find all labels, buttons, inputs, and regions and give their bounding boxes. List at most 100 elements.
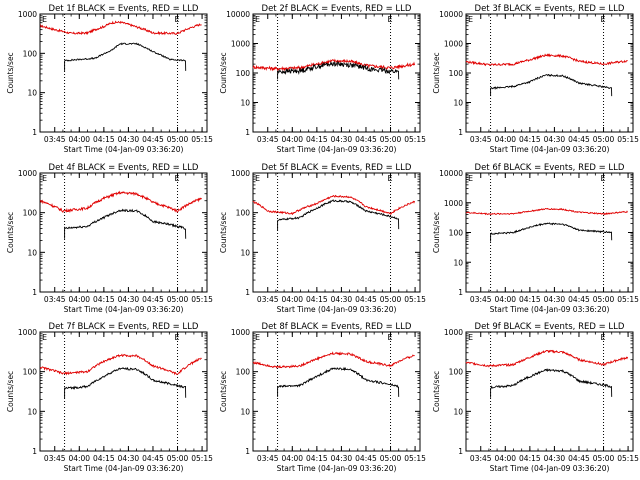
- events-rate-line: [64, 366, 187, 399]
- y-tick-label: 100: [23, 209, 38, 218]
- y-tick-label: 1: [458, 128, 463, 137]
- y-tick-label: 10: [27, 248, 37, 257]
- y-tick-label: 1: [245, 128, 250, 137]
- y-tick-label: 100: [23, 49, 38, 58]
- y-tick-label: 100: [449, 69, 464, 78]
- events-rate-line: [64, 208, 187, 239]
- events-rate-line: [490, 368, 613, 398]
- events-rate-line: [490, 222, 613, 242]
- x-tick-label: 03:45: [257, 135, 279, 144]
- x-axis-label: Start Time (04-Jan-09 03:36:20): [64, 145, 184, 154]
- y-tick-label: 10: [27, 407, 37, 416]
- chart-title: Det 7f BLACK = Events, RED = LLD: [49, 322, 199, 332]
- event-flag: E: [255, 174, 260, 183]
- y-tick-label: 1: [245, 447, 250, 456]
- x-tick-label: 04:00: [68, 454, 90, 463]
- lld-rate-line: [465, 53, 628, 67]
- events-rate-line: [277, 60, 400, 80]
- y-tick-label: 1: [32, 288, 37, 297]
- x-tick-label: 05:15: [617, 135, 639, 144]
- y-tick-label: 1000: [231, 328, 250, 337]
- x-tick-label: 05:15: [617, 454, 639, 463]
- y-tick-label: 100: [236, 209, 251, 218]
- event-flag: E: [42, 15, 47, 24]
- x-tick-label: 04:30: [544, 295, 566, 304]
- x-tick-label: 04:30: [331, 295, 353, 304]
- x-axis-label: Start Time (04-Jan-09 03:36:20): [277, 145, 397, 154]
- event-flag: E: [388, 174, 393, 183]
- chart-title: Det 2f BLACK = Events, RED = LLD: [262, 4, 412, 14]
- y-axis-label: Counts/sec: [432, 212, 441, 253]
- chart-panel-8: Det 8f BLACK = Events, RED = LLD 1 10 100 10…: [219, 322, 426, 473]
- event-flag: E: [388, 333, 393, 342]
- y-tick-label: 100: [236, 368, 251, 377]
- plot-frame: [252, 172, 421, 293]
- y-tick-label: 10: [453, 258, 463, 267]
- chart-panel-6: Det 6f BLACK = Events, RED = LLD 1 10 100 10…: [432, 163, 639, 314]
- y-tick-label: 10: [240, 407, 250, 416]
- x-axis-label: Start Time (04-Jan-09 03:36:20): [277, 464, 397, 473]
- x-axis-label: Start Time (04-Jan-09 03:36:20): [277, 305, 397, 314]
- x-tick-label: 05:15: [191, 295, 213, 304]
- chart-title: Det 8f BLACK = Events, RED = LLD: [262, 322, 412, 332]
- x-tick-label: 03:45: [44, 454, 66, 463]
- x-tick-label: 04:30: [118, 454, 140, 463]
- chart-panel-9: Det 9f BLACK = Events, RED = LLD 1 10 100 10…: [432, 322, 639, 473]
- y-tick-label: 1000: [231, 40, 250, 49]
- x-tick-label: 04:00: [494, 454, 516, 463]
- plot-frame: [39, 172, 208, 293]
- events-rate-line: [490, 73, 613, 97]
- plot-frame: [465, 13, 634, 133]
- y-tick-label: 1: [32, 128, 37, 137]
- x-tick-label: 04:15: [306, 454, 328, 463]
- chart-panel-7: Det 7f BLACK = Events, RED = LLD 1 10 100 10…: [6, 322, 213, 473]
- x-tick-label: 03:45: [470, 454, 492, 463]
- x-tick-label: 05:00: [167, 295, 189, 304]
- event-flag: E: [468, 333, 473, 342]
- x-tick-label: 03:45: [257, 295, 279, 304]
- y-tick-label: 1000: [444, 199, 463, 208]
- x-tick-label: 04:45: [568, 454, 590, 463]
- x-tick-label: 04:45: [142, 295, 164, 304]
- y-tick-label: 1000: [18, 328, 37, 337]
- y-axis-label: Counts/sec: [6, 52, 15, 93]
- y-tick-label: 1: [32, 447, 37, 456]
- x-tick-label: 03:45: [470, 295, 492, 304]
- event-flag: E: [175, 333, 180, 342]
- x-tick-label: 05:00: [593, 135, 615, 144]
- x-tick-label: 04:30: [544, 454, 566, 463]
- x-tick-label: 04:00: [68, 135, 90, 144]
- y-axis-label: Counts/sec: [219, 371, 228, 412]
- event-flag: E: [468, 174, 473, 183]
- x-tick-label: 05:00: [593, 454, 615, 463]
- x-tick-label: 04:00: [281, 295, 303, 304]
- x-tick-label: 04:15: [93, 454, 115, 463]
- chart-title: Det 4f BLACK = Events, RED = LLD: [49, 163, 199, 173]
- y-axis-label: Counts/sec: [6, 371, 15, 412]
- y-tick-label: 1000: [444, 40, 463, 49]
- chart-panel-4: Det 4f BLACK = Events, RED = LLD 1 10 100 10…: [6, 163, 213, 314]
- chart-title: Det 1f BLACK = Events, RED = LLD: [49, 4, 199, 14]
- event-flag: E: [42, 333, 47, 342]
- x-tick-label: 04:00: [281, 135, 303, 144]
- y-tick-label: 100: [449, 229, 464, 238]
- x-axis-label: Start Time (04-Jan-09 03:36:20): [64, 464, 184, 473]
- y-axis-label: Counts/sec: [432, 52, 441, 93]
- x-axis-label: Start Time (04-Jan-09 03:36:20): [490, 145, 610, 154]
- lld-rate-line: [39, 353, 202, 376]
- chart-panel-1: Det 1f BLACK = Events, RED = LLD 1 10 100 10…: [6, 4, 213, 154]
- y-tick-label: 100: [236, 69, 251, 78]
- x-tick-label: 04:15: [93, 295, 115, 304]
- events-rate-line: [277, 199, 400, 231]
- x-tick-label: 04:30: [331, 454, 353, 463]
- y-tick-label: 10: [453, 99, 463, 108]
- x-tick-label: 04:45: [142, 454, 164, 463]
- lld-rate-line: [40, 20, 202, 36]
- event-flag: E: [468, 15, 473, 24]
- x-tick-label: 04:15: [306, 135, 328, 144]
- x-tick-label: 04:45: [355, 454, 377, 463]
- lld-rate-line: [465, 349, 629, 368]
- y-tick-label: 1000: [18, 10, 37, 19]
- event-flag: E: [601, 333, 606, 342]
- x-tick-label: 05:00: [380, 135, 402, 144]
